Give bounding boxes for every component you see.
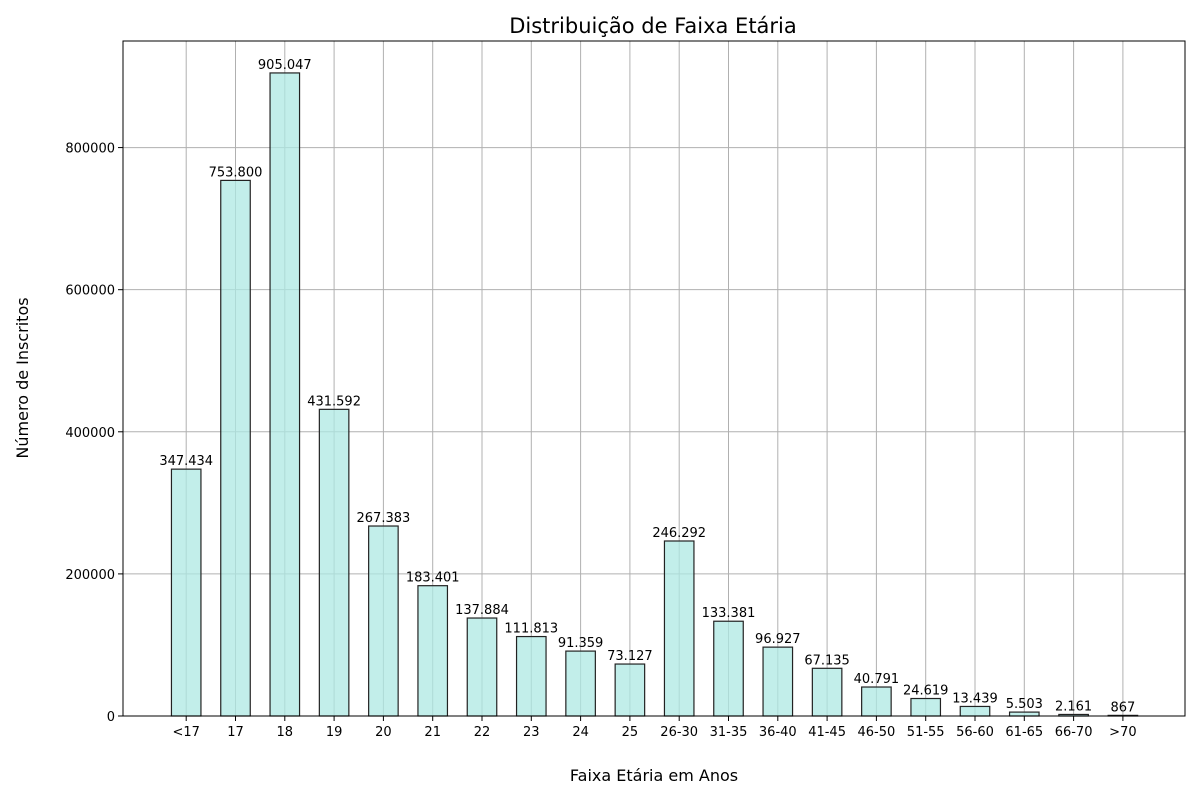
bar <box>1008 711 1040 717</box>
bar-value-label: 905.047 <box>258 58 312 73</box>
y-tick-label: 200000 <box>65 568 115 583</box>
bar-value-label: 753.800 <box>209 165 263 180</box>
bar-value-label: 73.127 <box>607 649 653 664</box>
bar <box>466 617 498 717</box>
bar <box>861 686 892 717</box>
bar-value-label: 267.383 <box>357 511 411 526</box>
bar-value-label: 867 <box>1110 700 1135 715</box>
bar <box>713 620 744 717</box>
bar-value-label: 246.292 <box>652 526 706 541</box>
bar-value-label: 133.381 <box>702 606 756 621</box>
bar <box>269 72 301 717</box>
x-tick-label: 26-30 <box>660 725 698 740</box>
y-tick-label: 800000 <box>65 142 115 157</box>
plot-frame <box>122 40 1186 717</box>
bar <box>565 650 596 717</box>
bar-value-label: 96.927 <box>755 632 801 647</box>
x-tick-label: 46-50 <box>858 725 896 740</box>
bar-value-label: 40.791 <box>854 672 900 687</box>
bar <box>762 646 794 717</box>
bar <box>515 635 547 717</box>
x-tick-label: 36-40 <box>759 725 797 740</box>
x-tick-label: 19 <box>326 725 343 740</box>
x-tick-label: 22 <box>474 725 491 740</box>
bar-value-label: 13.439 <box>952 691 998 706</box>
y-axis-label: Número de Inscritos <box>13 297 32 458</box>
x-tick-label: 56-60 <box>956 725 994 740</box>
grid-lines <box>123 41 1185 717</box>
bar-value-label: 431.592 <box>307 394 361 409</box>
bar <box>220 179 251 717</box>
x-tick-label: <17 <box>172 725 199 740</box>
bar-value-label: 5.503 <box>1006 697 1043 712</box>
x-tick-label: 18 <box>277 725 294 740</box>
bar <box>170 468 202 717</box>
bar <box>417 585 449 717</box>
bar <box>811 667 843 717</box>
y-tick-label: 600000 <box>65 284 115 299</box>
x-tick-label: 20 <box>375 725 392 740</box>
bar-value-label: 111.813 <box>504 622 558 637</box>
y-tick-label: 0 <box>107 710 115 725</box>
x-tick-label: 61-65 <box>1005 725 1043 740</box>
x-tick-label: 23 <box>523 725 540 740</box>
x-axis-label: Faixa Etária em Anos <box>570 766 738 785</box>
bar-value-label: 183.401 <box>406 571 460 586</box>
bar <box>910 697 942 717</box>
bar <box>959 705 991 717</box>
y-axis-ticks: 0 200000 400000 600000 800000 <box>65 142 123 725</box>
bar <box>663 540 695 717</box>
bar-value-label: 24.619 <box>903 684 949 699</box>
x-tick-label: >70 <box>1109 725 1136 740</box>
x-tick-label: 21 <box>424 725 441 740</box>
bar-value-label: 137.884 <box>455 603 509 618</box>
bar-value-label: 2.161 <box>1055 699 1092 714</box>
x-tick-label: 31-35 <box>710 725 748 740</box>
x-tick-label: 24 <box>572 725 589 740</box>
bar-value-labels: 347.434 753.800 905.047 431.592 267.383 183.4… <box>159 58 1135 715</box>
x-tick-label: 25 <box>622 725 639 740</box>
chart-title: Distribuição de Faixa Etária <box>509 14 797 38</box>
bar-value-label: 67.135 <box>804 653 850 668</box>
x-axis-ticks: <17 17 18 19 20 21 22 23 24 25 26-30 31-35 36-40 41-4… <box>172 716 1137 740</box>
bar <box>368 525 399 717</box>
x-tick-label: 17 <box>227 725 244 740</box>
y-tick-label: 400000 <box>65 426 115 441</box>
x-tick-label: 66-70 <box>1055 725 1093 740</box>
bar <box>318 408 350 717</box>
bar-value-label: 347.434 <box>159 454 213 469</box>
x-tick-label: 41-45 <box>808 725 846 740</box>
x-tick-label: 51-55 <box>907 725 945 740</box>
bar <box>614 663 646 717</box>
bar-value-label: 91.359 <box>558 636 604 651</box>
